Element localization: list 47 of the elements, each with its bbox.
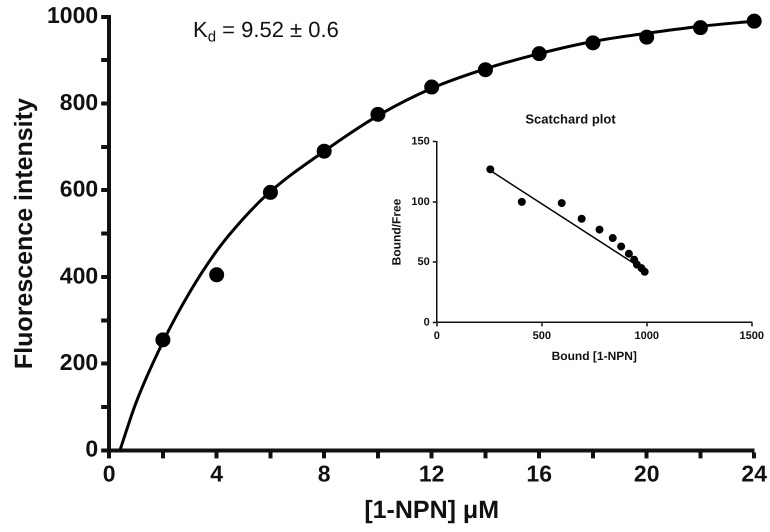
point — [486, 165, 494, 174]
x-tick-label: 8 — [318, 460, 331, 487]
point — [532, 46, 547, 62]
point — [370, 106, 386, 122]
point — [596, 226, 604, 234]
y-axis-title: Bound/Free — [390, 198, 404, 266]
point — [155, 332, 170, 348]
y-tick-label: 0 — [424, 316, 430, 328]
y-tick-label: 100 — [411, 196, 430, 208]
point — [518, 198, 526, 206]
y-tick-label: 400 — [60, 262, 98, 288]
point — [478, 62, 493, 78]
x-tick-label: 500 — [532, 330, 551, 342]
x-tick-label: 0 — [102, 460, 116, 487]
x-tick-label: 1500 — [740, 330, 764, 342]
x-axis-title: [1-NPN] μM — [364, 496, 500, 524]
point — [578, 214, 586, 223]
x-tick-label: 16 — [526, 460, 552, 487]
x-tick-label: 0 — [434, 330, 440, 342]
x-tick-label: 12 — [418, 460, 444, 487]
y-tick-label: 0 — [85, 436, 98, 462]
point — [608, 234, 617, 242]
point — [558, 199, 566, 208]
point — [316, 144, 332, 159]
point — [262, 184, 278, 200]
y-tick-label: 150 — [411, 136, 430, 148]
point — [617, 242, 626, 250]
x-axis-title: Bound [1-NPN] — [552, 349, 637, 364]
y-tick-label: 50 — [418, 256, 430, 268]
point — [209, 267, 224, 282]
point — [624, 250, 633, 258]
x-tick-label: 20 — [634, 460, 660, 487]
y-tick-label: 600 — [60, 176, 98, 202]
y-tick-label: 200 — [60, 349, 98, 376]
point — [639, 30, 654, 45]
point — [640, 268, 649, 276]
x-tick-label: 24 — [741, 460, 768, 487]
y-tick-label: 800 — [60, 88, 98, 115]
x-tick-label: 1000 — [634, 330, 660, 342]
point — [585, 35, 600, 50]
point — [746, 14, 762, 29]
point — [424, 80, 440, 95]
x-tick-label: 4 — [210, 460, 224, 487]
chart-title: Scatchard plot — [525, 111, 616, 126]
point — [692, 20, 708, 36]
y-axis-title: Fluorescence intensity — [10, 98, 38, 370]
y-tick-label: 1000 — [46, 2, 98, 28]
